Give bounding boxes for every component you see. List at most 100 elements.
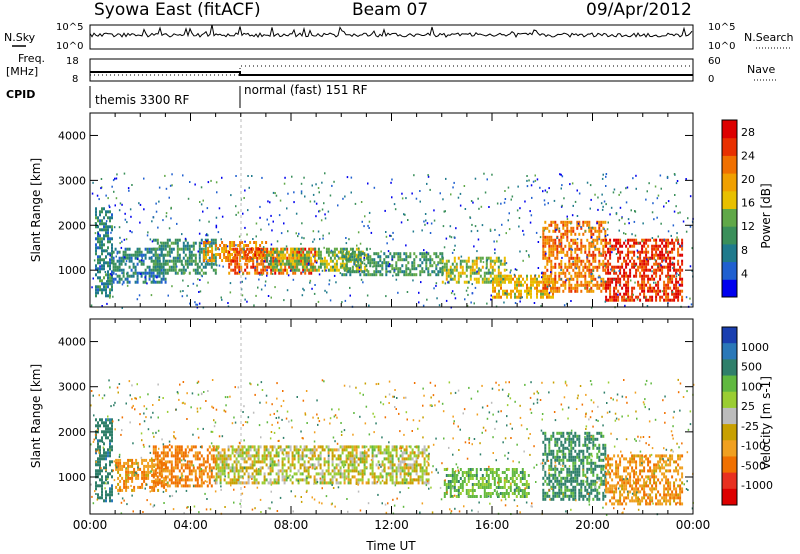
heatmap-cell xyxy=(253,304,255,307)
heatmap-cell xyxy=(329,194,332,197)
heatmap-cell xyxy=(118,280,121,284)
heatmap-cell xyxy=(605,289,608,293)
heatmap-cell xyxy=(403,213,405,216)
heatmap-cell xyxy=(364,254,366,256)
heatmap-cell xyxy=(619,253,622,257)
heatmap-cell xyxy=(407,219,409,221)
heatmap-cell xyxy=(140,262,143,266)
heatmap-cell xyxy=(155,210,158,213)
heatmap-cell xyxy=(544,286,547,290)
heatmap-cell xyxy=(108,204,110,207)
heatmap-cell xyxy=(275,478,278,482)
heatmap-cell xyxy=(520,274,522,278)
heatmap-cell xyxy=(602,205,604,208)
heatmap-cell xyxy=(361,472,364,476)
heatmap-cell xyxy=(561,204,563,207)
heatmap-cell xyxy=(112,268,115,272)
heatmap-cell xyxy=(353,263,355,266)
heatmap-cell xyxy=(182,279,184,282)
heatmap-cell xyxy=(119,464,122,468)
heatmap-cell xyxy=(206,448,209,452)
heatmap-cell xyxy=(97,493,99,497)
heatmap-cell xyxy=(263,257,266,260)
heatmap-cell xyxy=(243,451,246,455)
heatmap-cell xyxy=(505,232,507,235)
heatmap-cell xyxy=(681,280,684,284)
heatmap-cell xyxy=(203,259,206,262)
heatmap-cell xyxy=(265,448,268,452)
heatmap-cell xyxy=(667,283,670,287)
heatmap-cell xyxy=(145,458,148,462)
heatmap-cell xyxy=(235,451,238,455)
heatmap-cell xyxy=(182,484,185,488)
heatmap-cell xyxy=(109,282,111,286)
heatmap-cell xyxy=(667,244,670,248)
heatmap-cell xyxy=(371,466,374,470)
heatmap-cell xyxy=(249,454,252,458)
heatmap-cell xyxy=(151,473,154,477)
heatmap-cell xyxy=(152,448,155,452)
heatmap-cell xyxy=(105,499,107,503)
heatmap-cell xyxy=(580,289,583,293)
heatmap-cell xyxy=(508,228,511,231)
heatmap-cell xyxy=(641,240,644,243)
heatmap-cell xyxy=(303,237,305,240)
heatmap-cell xyxy=(174,262,177,266)
heatmap-cell xyxy=(164,277,167,281)
heatmap-cell xyxy=(164,247,167,251)
heatmap-cell xyxy=(665,292,668,296)
heatmap-cell xyxy=(615,212,618,215)
heatmap-cell xyxy=(289,250,292,254)
heatmap-cell xyxy=(198,256,201,260)
heatmap-cell xyxy=(657,235,659,238)
heatmap-cell xyxy=(111,487,113,491)
heatmap-cell xyxy=(355,448,358,452)
heatmap-cell xyxy=(271,445,274,449)
heatmap-cell xyxy=(673,265,676,269)
heatmap-cell xyxy=(635,268,638,272)
heatmap-cell xyxy=(341,259,344,263)
heatmap-cell xyxy=(578,259,581,263)
heatmap-cell xyxy=(194,268,197,272)
heatmap-cell xyxy=(241,241,244,244)
heatmap-cell xyxy=(160,277,163,281)
heatmap-cell xyxy=(311,265,314,269)
heatmap-cell xyxy=(251,475,254,479)
heatmap-cell xyxy=(627,238,630,242)
heatmap-cell xyxy=(530,214,533,217)
heatmap-cell xyxy=(174,463,177,467)
heatmap-cell xyxy=(253,478,256,482)
heatmap-cell xyxy=(138,250,141,254)
heatmap-cell xyxy=(178,253,181,257)
heatmap-cell xyxy=(269,247,272,251)
heatmap-cell xyxy=(600,202,603,205)
heatmap-cell xyxy=(433,209,435,212)
heatmap-cell xyxy=(196,284,198,287)
heatmap-cell xyxy=(109,294,111,298)
heatmap-cell xyxy=(101,493,103,497)
heatmap-cell xyxy=(544,271,547,275)
heatmap-cell xyxy=(613,289,616,293)
heatmap-cell xyxy=(633,238,636,242)
heatmap-cell xyxy=(217,454,220,458)
heatmap-cell xyxy=(325,262,328,266)
heatmap-cell xyxy=(494,248,496,251)
heatmap-cell xyxy=(530,289,532,293)
heatmap-cell xyxy=(125,461,128,465)
heatmap-cell xyxy=(196,484,199,488)
heatmap-cell xyxy=(148,271,151,275)
heatmap-cell xyxy=(176,259,179,263)
heatmap-cell xyxy=(655,241,658,245)
heatmap-cell xyxy=(643,274,646,278)
heatmap-cell xyxy=(542,286,545,290)
heatmap-cell xyxy=(295,268,298,272)
heatmap-cell xyxy=(329,265,332,269)
heatmap-cell xyxy=(204,460,207,464)
heatmap-cell xyxy=(401,192,403,195)
heatmap-cell xyxy=(162,463,165,467)
heatmap-cell xyxy=(202,199,204,202)
heatmap-cell xyxy=(562,280,565,284)
heatmap-cell xyxy=(661,241,664,245)
heatmap-cell xyxy=(130,215,132,218)
heatmap-cell xyxy=(624,233,627,235)
